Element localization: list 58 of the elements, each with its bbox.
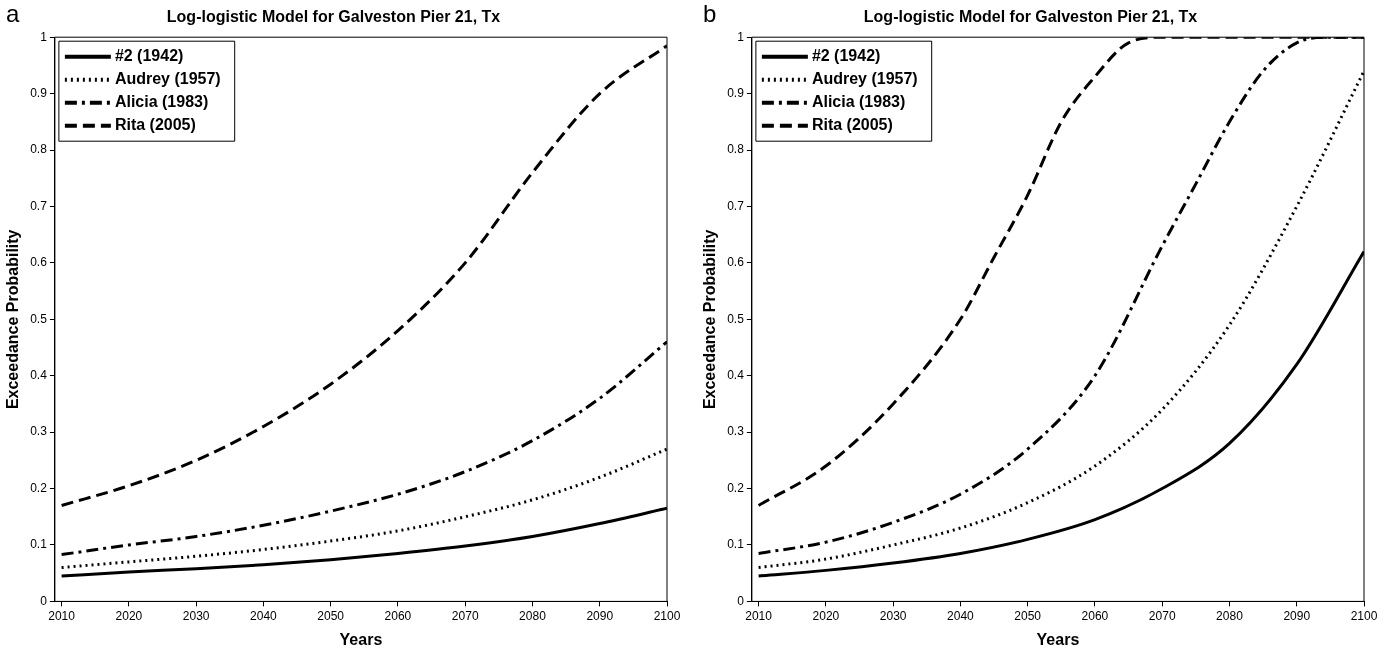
chart-title: Log-logistic Model for Galveston Pier 21, Tx (863, 8, 1198, 26)
x-tick-label: 2030 (879, 608, 907, 623)
y-tick-label: 0.6 (727, 255, 745, 270)
x-tick-label: 2070 (451, 608, 479, 623)
y-tick-label: 0.2 (727, 480, 745, 495)
x-tick-label: 2090 (1283, 608, 1311, 623)
y-tick-label: 0.2 (30, 480, 48, 495)
y-tick-label: 0.9 (30, 85, 48, 100)
x-tick-label: 2060 (384, 608, 412, 623)
x-tick-label: 2010 (48, 608, 76, 623)
legend-label: Alicia (1983) (114, 93, 209, 111)
x-axis-title: Years (1036, 630, 1080, 648)
legend-label: Rita (2005) (114, 116, 196, 134)
x-tick-label: 2100 (653, 608, 681, 623)
x-tick-label: 2080 (519, 608, 547, 623)
y-tick-label: 0.4 (727, 368, 745, 383)
y-tick-label: 0 (40, 593, 48, 608)
x-tick-label: 2080 (1216, 608, 1244, 623)
x-tick-label: 2100 (1350, 608, 1378, 623)
y-tick-label: 0.1 (727, 537, 745, 552)
y-tick-label: 0.1 (30, 537, 48, 552)
y-tick-label: 1 (737, 29, 745, 44)
y-tick-label: 0.6 (30, 255, 48, 270)
x-tick-label: 2010 (745, 608, 773, 623)
y-tick-label: 0.7 (30, 198, 48, 213)
legend-label: Alicia (1983) (811, 93, 906, 111)
y-axis-title: Exceedance Probability (4, 229, 22, 410)
y-tick-label: 0.3 (727, 424, 745, 439)
y-tick-label: 0.8 (727, 142, 745, 157)
text: b (703, 0, 717, 28)
y-tick-label: 0 (737, 593, 745, 608)
x-tick-label: 2050 (317, 608, 345, 623)
text: a (6, 0, 20, 28)
x-tick-label: 2040 (250, 608, 278, 623)
legend-label: #2 (1942) (114, 47, 184, 65)
x-tick-label: 2020 (115, 608, 143, 623)
x-axis-title: Years (339, 630, 383, 648)
y-tick-label: 0.7 (727, 198, 745, 213)
y-tick-label: 0.9 (727, 85, 745, 100)
y-tick-label: 1 (40, 29, 48, 44)
x-tick-label: 2030 (182, 608, 210, 623)
y-tick-label: 0.5 (727, 311, 745, 326)
chart-title: Log-logistic Model for Galveston Pier 21, Tx (166, 8, 501, 26)
legend-label: Audrey (1957) (114, 70, 221, 88)
y-axis-title: Exceedance Probability (701, 229, 719, 410)
y-tick-label: 0.5 (30, 311, 48, 326)
legend-label: #2 (1942) (811, 47, 881, 65)
y-tick-label: 0.8 (30, 142, 48, 157)
x-tick-label: 2090 (586, 608, 614, 623)
x-tick-label: 2050 (1014, 608, 1042, 623)
y-tick-label: 0.4 (30, 368, 48, 383)
legend-label: Audrey (1957) (811, 70, 918, 88)
x-tick-label: 2060 (1081, 608, 1109, 623)
x-tick-label: 2020 (812, 608, 840, 623)
x-tick-label: 2040 (947, 608, 975, 623)
y-tick-label: 0.3 (30, 424, 48, 439)
x-tick-label: 2070 (1148, 608, 1176, 623)
legend-label: Rita (2005) (811, 116, 893, 134)
